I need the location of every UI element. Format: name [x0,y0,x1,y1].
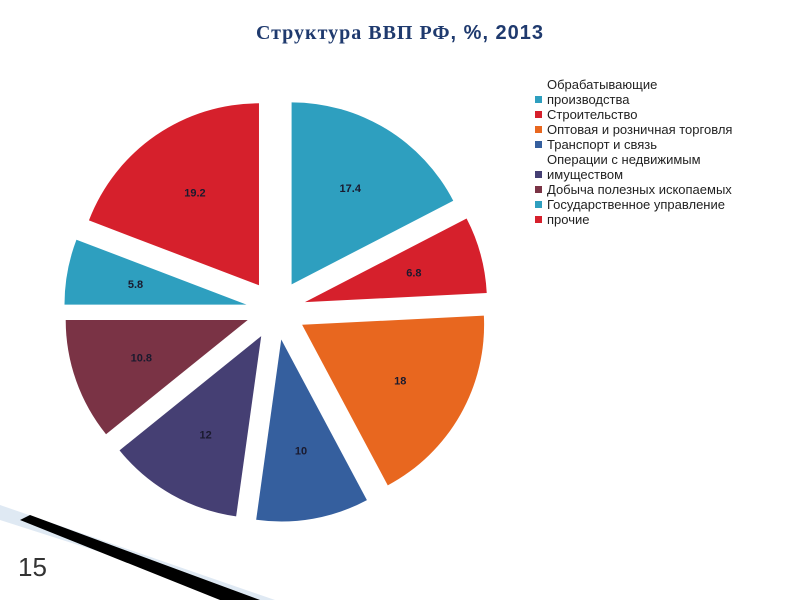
slice-value-label: 5.8 [128,279,143,291]
legend-swatch [535,111,542,118]
legend-swatch [535,141,542,148]
pie-slice [291,102,454,285]
legend-item: Добыча полезных ископаемых [535,182,735,197]
legend-item: Обрабатывающие производства [535,77,735,107]
legend-swatch [535,201,542,208]
legend: Обрабатывающие производства Строительство… [535,77,735,227]
pie-slice [119,336,262,517]
slice-value-label: 6.8 [406,268,421,280]
pie-slice [256,339,367,522]
slice-value-label: 10 [295,446,307,458]
pie-slice [65,319,248,435]
legend-swatch [535,126,542,133]
legend-label: Обрабатывающие производства [547,77,658,107]
legend-label: Транспорт и связь [547,137,658,152]
legend-item: Государственное управление [535,197,735,212]
decor-dark-wedge [20,515,260,600]
slice-value-label: 10.8 [131,353,152,365]
legend-item: Строительство [535,107,735,122]
pie-slice [302,315,485,486]
legend-label: Операции с недвижимым имуществом [547,152,701,182]
chart-title: Структура ВВП РФ, %, 2013 [0,22,800,45]
legend-label: Оптовая и розничная торговля [547,122,733,137]
legend-swatch [535,96,542,103]
pie-slice [88,103,259,286]
legend-label: Добыча полезных ископаемых [547,182,732,197]
decor-light-wedge [0,505,275,600]
slice-value-label: 19.2 [184,187,205,199]
legend-swatch [535,171,542,178]
legend-item: Оптовая и розничная торговля [535,122,735,137]
legend-label: Строительство [547,107,638,122]
legend-item: Транспорт и связь [535,137,735,152]
legend-item: Операции с недвижимым имуществом [535,152,735,182]
slice-value-label: 12 [199,429,211,441]
pie-slice [64,239,247,305]
pie-slice [304,218,487,303]
slice-value-label: 18 [394,375,406,387]
legend-label: Государственное управление [547,197,725,212]
chart-title-rest: , %, 2013 [450,22,545,44]
slice-value-label: 17.4 [340,183,362,195]
legend-item: прочие [535,212,735,227]
page-number: 15 [18,552,47,582]
legend-label: прочие [547,212,590,227]
legend-swatch [535,216,542,223]
legend-swatch [535,186,542,193]
chart-title-main: Структура ВВП РФ [255,22,451,44]
